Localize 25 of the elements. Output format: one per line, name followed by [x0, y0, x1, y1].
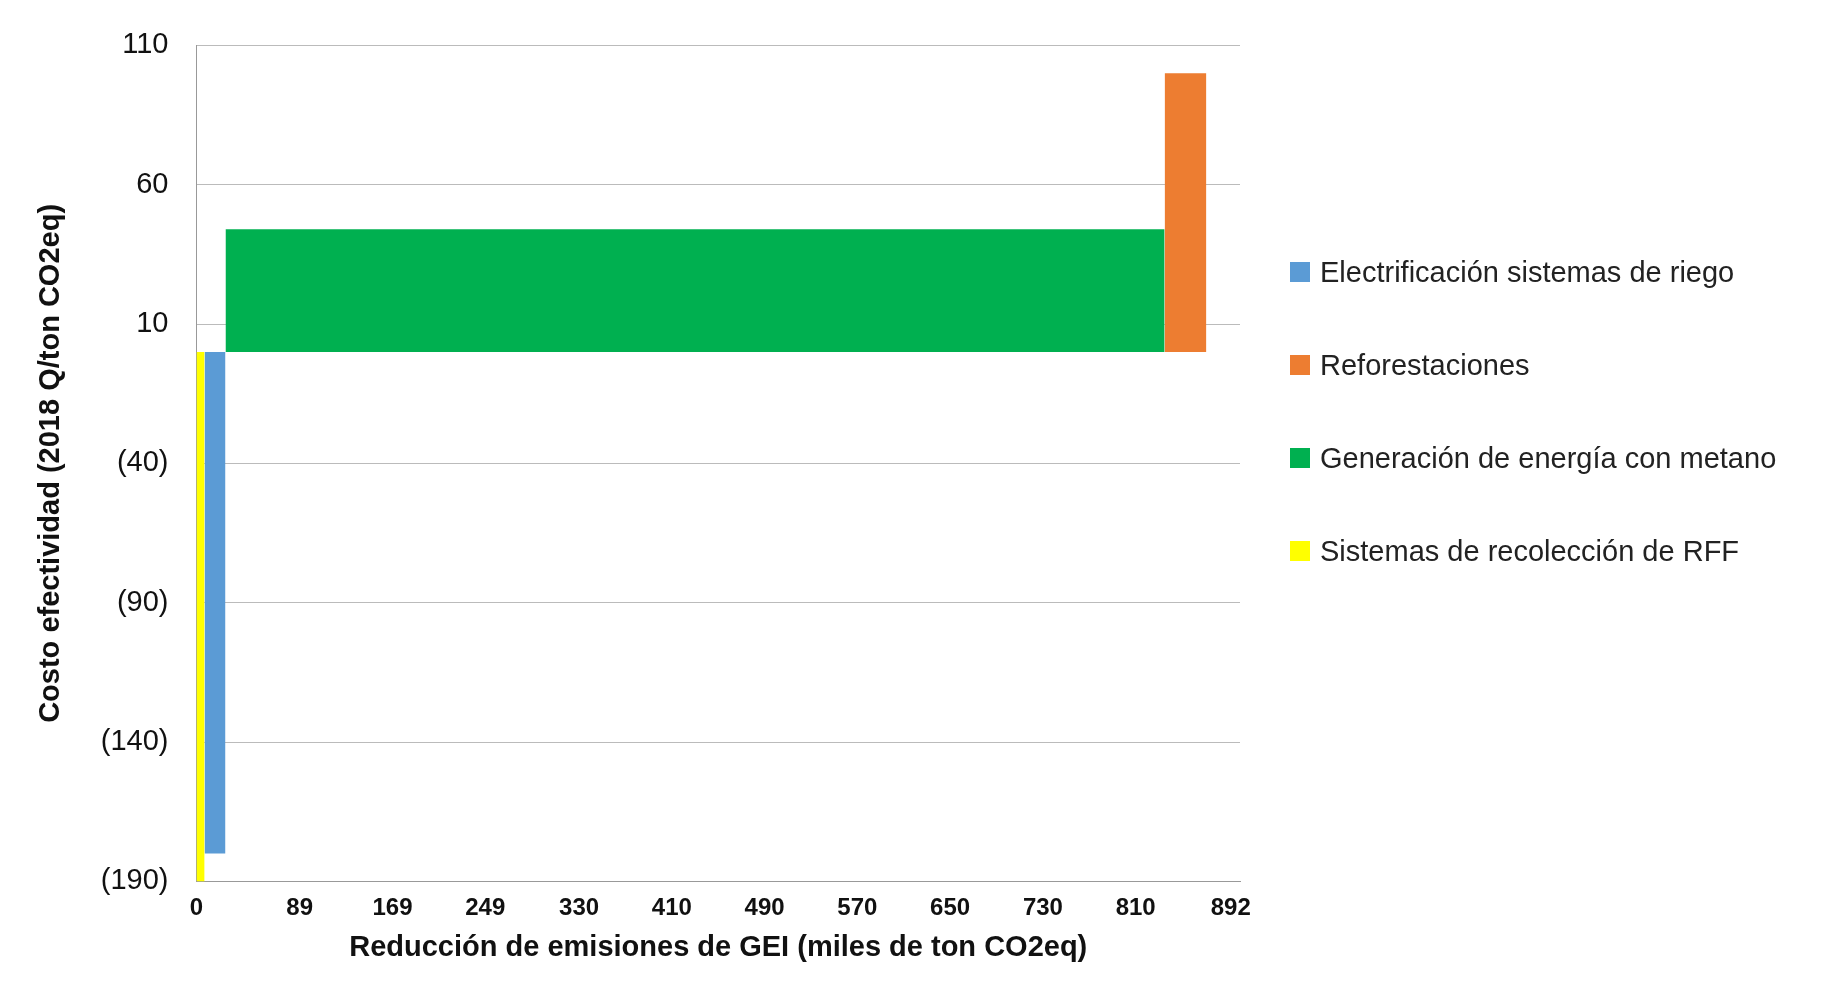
- x-tick-label: 169: [372, 893, 413, 921]
- x-tick-label: 892: [1210, 893, 1251, 921]
- x-tick-label: 490: [744, 893, 785, 921]
- y-tick-label: 10: [136, 306, 169, 339]
- x-tick-label: 810: [1115, 893, 1156, 921]
- legend-label: Electrificación sistemas de riego: [1320, 255, 1735, 290]
- y-axis-title: Costo efectividad (2018 Q/ton CO2eq): [33, 203, 66, 723]
- y-tick-label: (190): [100, 863, 169, 896]
- x-tick-label: 410: [651, 893, 692, 921]
- y-tick-label: 60: [136, 166, 169, 199]
- y-tick-label: (90): [116, 584, 169, 617]
- legend-label: Reforestaciones: [1320, 348, 1530, 383]
- legend-label: Generación de energía con metano: [1320, 441, 1777, 476]
- legend-label: Sistemas de recolección de RFF: [1320, 534, 1740, 569]
- x-tick-label: 730: [1022, 893, 1063, 921]
- y-tick-label: 110: [122, 27, 169, 60]
- x-tick-label: 0: [189, 893, 204, 921]
- x-tick-label: 249: [465, 893, 506, 921]
- x-tick-label: 570: [837, 893, 878, 921]
- y-tick-label: (40): [116, 445, 169, 478]
- x-tick-label: 89: [286, 893, 314, 921]
- x-axis-title: Reducción de emisiones de GEI (miles de ton CO2eq): [349, 929, 1088, 962]
- x-tick-label: 650: [930, 893, 971, 921]
- x-tick-label: 330: [559, 893, 600, 921]
- y-tick-label: (140): [100, 724, 169, 757]
